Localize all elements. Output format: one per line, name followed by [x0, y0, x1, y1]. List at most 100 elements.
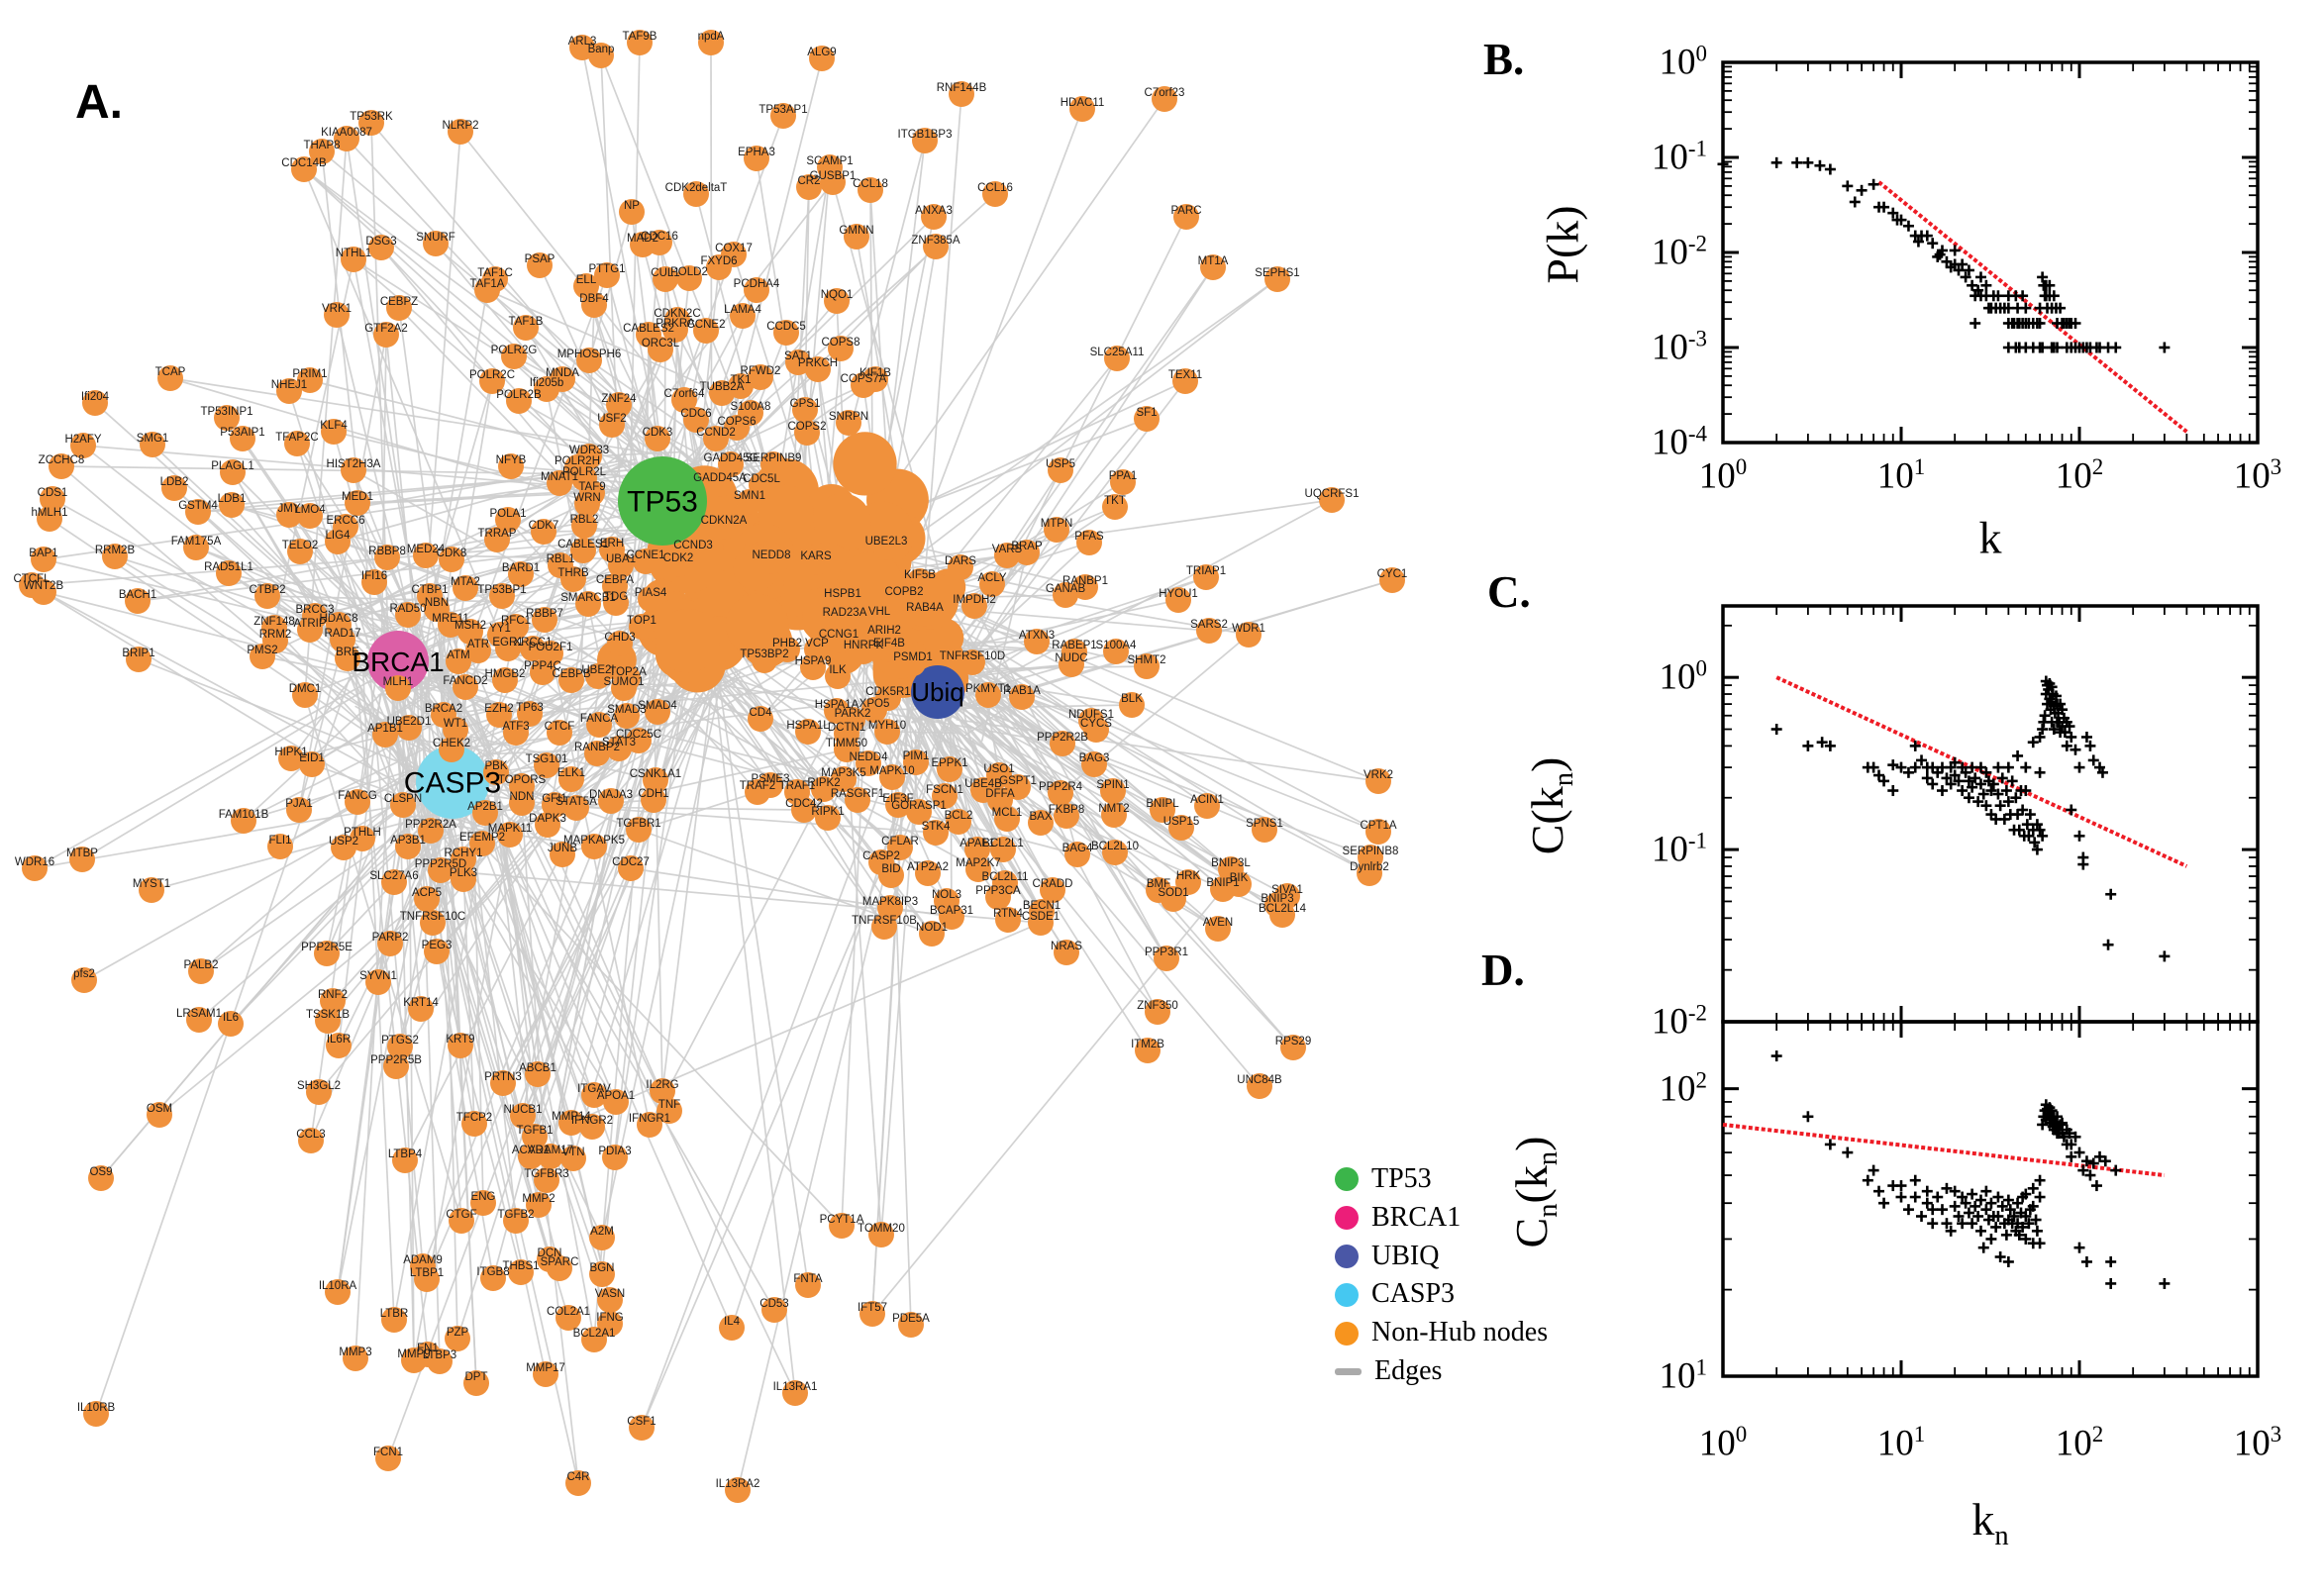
network-node	[254, 583, 280, 609]
network-node-label: RIPK1	[811, 806, 844, 818]
hub-node-label-tp53: TP53	[627, 486, 698, 519]
network-node-label: COL2A1	[547, 1306, 590, 1318]
network-node	[994, 543, 1020, 568]
network-node	[365, 969, 391, 995]
network-node-label: UBE4B	[964, 778, 1002, 790]
network-node	[534, 1167, 559, 1193]
network-node	[1168, 815, 1194, 841]
network-node	[506, 388, 532, 414]
network-node-label: PTHLH	[344, 827, 381, 839]
network-node-label: ADAM17	[528, 1145, 573, 1156]
network-node-label: GADD45G	[704, 452, 758, 464]
network-node-label: S100A8	[731, 401, 771, 413]
network-node-label: BCL2L11	[981, 871, 1028, 883]
network-node-label: POLR2B	[496, 389, 542, 401]
network-node-label: GSPT1	[999, 775, 1037, 787]
network-node-label: RAB1A	[1003, 685, 1041, 697]
network-node-label: C4R	[566, 1471, 589, 1483]
network-node-label: GSTM4	[178, 500, 218, 512]
network-node	[629, 1415, 655, 1441]
network-node-label: CFLAR	[881, 836, 919, 848]
network-node-label: MED24	[407, 544, 446, 555]
network-node	[424, 939, 450, 964]
network-node	[584, 741, 610, 766]
network-node	[375, 1446, 401, 1471]
network-node	[662, 317, 688, 343]
network-node	[975, 682, 1001, 708]
network-node	[707, 471, 733, 497]
network-node-label: SMN1	[734, 490, 765, 502]
network-node-label: XRCC1	[514, 637, 553, 648]
network-node	[445, 1326, 470, 1351]
network-node	[923, 820, 949, 846]
network-node-label: UBE2D1	[387, 716, 432, 728]
network-node	[949, 81, 974, 107]
network-node-label: WDR33	[569, 445, 609, 456]
network-node	[1028, 810, 1054, 836]
network-node-label: TP53INP1	[200, 406, 252, 418]
legend-color-swatch	[1335, 1244, 1359, 1268]
network-node	[709, 380, 735, 406]
legend-item: BRCA1	[1335, 1202, 1548, 1234]
network-node-label: HMGB2	[485, 668, 526, 680]
network-node-label: RIPK2	[807, 777, 840, 789]
network-node-label: NFYB	[496, 454, 527, 466]
network-node-label: YY1	[489, 623, 511, 635]
network-node	[1044, 517, 1069, 543]
network-node-label: TP53BP2	[740, 648, 788, 660]
network-node-label: COPS2	[788, 421, 827, 433]
legend-item: Edges	[1335, 1355, 1548, 1387]
network-node	[183, 535, 209, 560]
network-node-label: DFFA	[985, 788, 1015, 800]
network-node-label: VHL	[868, 606, 891, 618]
network-node-label: pfs2	[73, 968, 95, 980]
network-node-label: DPT	[465, 1371, 488, 1383]
legend-item: CASP3	[1335, 1279, 1548, 1310]
network-node-label: FNTA	[793, 1273, 823, 1285]
network-node-label: ADAM9	[403, 1254, 443, 1266]
network-node-label: DCTN1	[828, 722, 865, 734]
network-node	[589, 1261, 615, 1287]
network-node	[550, 842, 575, 867]
network-node	[147, 1102, 172, 1128]
network-node	[374, 545, 400, 570]
network-node	[611, 675, 637, 701]
network-node	[501, 344, 527, 369]
network-node-label: TAF1A	[470, 278, 505, 290]
network-node-label: IFI16	[361, 570, 387, 582]
network-node	[372, 722, 398, 748]
network-node	[785, 349, 811, 375]
network-node	[990, 837, 1016, 862]
network-node	[276, 502, 302, 528]
network-node-label: SARS2	[1190, 619, 1228, 631]
network-node-label: TUBB2A	[700, 381, 745, 393]
network-node	[453, 674, 478, 700]
network-node-label: CDC6	[680, 408, 711, 420]
network-node-label: EZH2	[484, 703, 513, 715]
network-node	[157, 365, 183, 391]
legend-item-label: TP53	[1371, 1163, 1432, 1194]
network-node-label: SMG1	[137, 433, 169, 445]
network-node	[495, 636, 521, 661]
network-node-label: OSM	[147, 1103, 172, 1115]
network-node-label: SERPINB8	[1343, 846, 1399, 857]
network-node-label: XPO5	[859, 698, 890, 710]
network-node-label: MMP17	[526, 1362, 565, 1374]
network-node	[558, 1110, 584, 1136]
network-node-label: MNAT1	[541, 471, 578, 483]
network-node-label: PCDHA4	[734, 278, 780, 290]
network-node	[844, 224, 869, 249]
network-node	[381, 1307, 407, 1333]
network-node-label: TAF9	[578, 481, 605, 493]
network-node	[1059, 651, 1084, 677]
network-node-label: COX17	[715, 243, 753, 254]
network-node-label: BMF	[1147, 878, 1170, 890]
network-node	[70, 433, 96, 458]
network-node-label: TGFBR1	[616, 818, 660, 830]
network-node	[315, 1008, 341, 1034]
network-node	[900, 650, 926, 676]
network-node-label: CDK7	[529, 520, 559, 532]
network-node-label: CD53	[759, 1298, 788, 1310]
network-node-label: LRSAM1	[176, 1008, 222, 1020]
network-node	[585, 663, 611, 689]
